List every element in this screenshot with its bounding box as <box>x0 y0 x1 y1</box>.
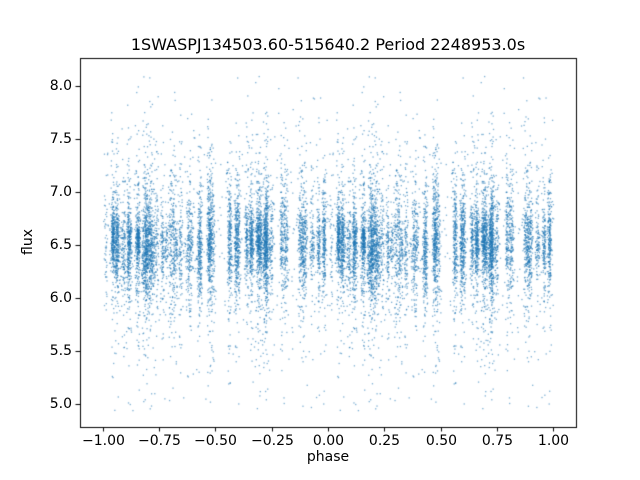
chart-title: 1SWASPJ134503.60-515640.2 Period 2248953… <box>130 35 526 54</box>
y-tick-label: 5.5 <box>49 342 72 359</box>
y-tick-label: 7.5 <box>49 130 72 147</box>
x-axis-label: phase <box>306 449 350 465</box>
x-tick-label: 0.00 <box>312 433 345 449</box>
y-tick-label: 5.0 <box>49 395 72 412</box>
x-tick-label: 0.25 <box>368 433 401 449</box>
x-tick-label: 0.50 <box>425 433 458 449</box>
y-tick-label: 6.5 <box>49 236 72 253</box>
x-tick-label: −0.75 <box>138 433 181 449</box>
x-tick-label: 0.75 <box>481 433 514 449</box>
y-tick-label: 7.0 <box>49 183 72 200</box>
x-tick-label: −0.25 <box>251 433 294 449</box>
x-tick-label: 1.00 <box>537 433 570 449</box>
y-tick-label: 6.0 <box>49 289 72 306</box>
x-tick-label: −0.50 <box>194 433 237 449</box>
x-tick-label: −1.00 <box>82 433 125 449</box>
y-tick-label: 8.0 <box>49 77 72 94</box>
